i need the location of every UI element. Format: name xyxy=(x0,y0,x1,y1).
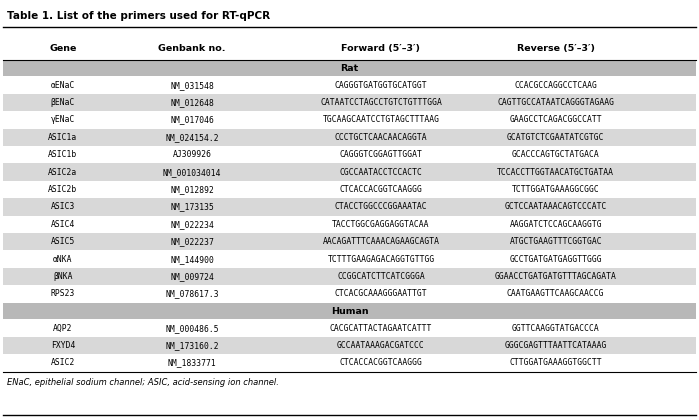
Bar xyxy=(3,354,696,372)
Text: ASIC5: ASIC5 xyxy=(51,237,75,246)
Text: ENaC, epithelial sodium channel; ASIC, acid-sensing ion channel.: ENaC, epithelial sodium channel; ASIC, a… xyxy=(7,378,279,387)
Bar xyxy=(3,129,696,146)
Text: AACAGATTTCAAACAGAAGCAGTA: AACAGATTTCAAACAGAAGCAGTA xyxy=(322,237,440,246)
Bar xyxy=(3,320,696,337)
Text: γENaC: γENaC xyxy=(51,116,75,124)
Bar xyxy=(3,111,696,129)
Bar xyxy=(3,216,696,233)
Text: Rat: Rat xyxy=(340,63,359,73)
Text: CTCACGCAAAGGGAATTGT: CTCACGCAAAGGGAATTGT xyxy=(335,289,427,299)
Text: GGGCGAGTTTAATTCATAAAG: GGGCGAGTTTAATTCATAAAG xyxy=(505,341,607,350)
Bar xyxy=(3,198,696,216)
Text: FXYD4: FXYD4 xyxy=(51,341,75,350)
Text: TGCAAGCAATCCTGTAGCTTTAAG: TGCAAGCAATCCTGTAGCTTTAAG xyxy=(322,116,440,124)
Bar xyxy=(3,285,696,303)
Text: ASIC2a: ASIC2a xyxy=(48,168,78,177)
Text: NM_022237: NM_022237 xyxy=(171,237,214,246)
Text: CTCACCACGGTCAAGGG: CTCACCACGGTCAAGGG xyxy=(340,359,422,368)
Bar xyxy=(3,38,696,60)
Text: TCTTGGATGAAAGGCGGC: TCTTGGATGAAAGGCGGC xyxy=(512,185,600,194)
Text: αENaC: αENaC xyxy=(51,81,75,89)
Bar xyxy=(3,163,696,181)
Text: CCACGCCAGGCCTCAAG: CCACGCCAGGCCTCAAG xyxy=(514,81,597,89)
Text: CACGCATTACTAGAATCATTT: CACGCATTACTAGAATCATTT xyxy=(330,324,432,333)
Text: GCTCCAATAAACAGTCCCATC: GCTCCAATAAACAGTCCCATC xyxy=(505,202,607,211)
Text: CGCCAATACCTCCACTC: CGCCAATACCTCCACTC xyxy=(340,168,422,177)
Text: TCCACCTTGGTAACATGCTGATAA: TCCACCTTGGTAACATGCTGATAA xyxy=(497,168,614,177)
Text: CATAATCCTAGCCTGTCTGTTTGGA: CATAATCCTAGCCTGTCTGTTTGGA xyxy=(320,98,442,107)
Text: TACCTGGCGAGGAGGTACAA: TACCTGGCGAGGAGGTACAA xyxy=(332,220,430,229)
Text: ASIC3: ASIC3 xyxy=(51,202,75,211)
Text: GCACCCAGTGCTATGACA: GCACCCAGTGCTATGACA xyxy=(512,150,600,159)
Text: NM_012648: NM_012648 xyxy=(171,98,214,107)
Text: RPS23: RPS23 xyxy=(51,289,75,299)
Text: CAGTTGCCATAATCAGGGTAGAAG: CAGTTGCCATAATCAGGGTAGAAG xyxy=(497,98,614,107)
Text: ASIC2b: ASIC2b xyxy=(48,185,78,194)
Text: AQP2: AQP2 xyxy=(53,324,73,333)
Text: CTACCTGGCCCGGAAATAC: CTACCTGGCCCGGAAATAC xyxy=(335,202,427,211)
Text: GCCTGATGATGAGGTTGGG: GCCTGATGATGAGGTTGGG xyxy=(510,255,602,264)
Text: CAATGAAGTTCAAGCAACCG: CAATGAAGTTCAAGCAACCG xyxy=(507,289,605,299)
Text: NM_144900: NM_144900 xyxy=(171,255,214,264)
Text: CCGGCATCTTCATCGGGA: CCGGCATCTTCATCGGGA xyxy=(337,272,425,281)
Text: NM_000486.5: NM_000486.5 xyxy=(166,324,219,333)
Bar xyxy=(3,181,696,198)
Text: Table 1. List of the primers used for RT-qPCR: Table 1. List of the primers used for RT… xyxy=(7,11,270,21)
Bar xyxy=(3,60,696,76)
Text: GCATGTCTCGAATATCGTGC: GCATGTCTCGAATATCGTGC xyxy=(507,133,605,142)
Text: ASIC2: ASIC2 xyxy=(51,359,75,368)
Text: NM_173160.2: NM_173160.2 xyxy=(166,341,219,350)
Bar xyxy=(3,76,696,94)
Text: NM_1833771: NM_1833771 xyxy=(168,359,217,368)
Text: TCTTTGAAGAGACAGGTGTTGG: TCTTTGAAGAGACAGGTGTTGG xyxy=(327,255,435,264)
Bar xyxy=(3,94,696,111)
Text: GGAACCTGATGATGTTTAGCAGATA: GGAACCTGATGATGTTTAGCAGATA xyxy=(495,272,617,281)
Bar xyxy=(3,268,696,285)
Text: CCCTGCTCAACAACAGGTA: CCCTGCTCAACAACAGGTA xyxy=(335,133,427,142)
Text: ASIC4: ASIC4 xyxy=(51,220,75,229)
Text: Reverse (5′–3′): Reverse (5′–3′) xyxy=(517,44,595,53)
Text: ASIC1b: ASIC1b xyxy=(48,150,78,159)
Text: AAGGATCTCCAGCAAGGTG: AAGGATCTCCAGCAAGGTG xyxy=(510,220,602,229)
Text: CAGGGTCGGAGTTGGAT: CAGGGTCGGAGTTGGAT xyxy=(340,150,422,159)
Text: NM_031548: NM_031548 xyxy=(171,81,214,89)
Text: NM_024154.2: NM_024154.2 xyxy=(166,133,219,142)
Text: NM_012892: NM_012892 xyxy=(171,185,214,194)
Bar xyxy=(3,233,696,250)
Text: CTTGGATGAAAGGTGGCTT: CTTGGATGAAAGGTGGCTT xyxy=(510,359,602,368)
Text: GCCAATAAAGACGATCCC: GCCAATAAAGACGATCCC xyxy=(337,341,425,350)
Bar xyxy=(3,303,696,320)
Bar xyxy=(3,146,696,163)
Text: ASIC1a: ASIC1a xyxy=(48,133,78,142)
Text: NM_022234: NM_022234 xyxy=(171,220,214,229)
Text: NM_001034014: NM_001034014 xyxy=(163,168,222,177)
Text: Gene: Gene xyxy=(49,44,77,53)
Text: CAGGGTGATGGTGCATGGT: CAGGGTGATGGTGCATGGT xyxy=(335,81,427,89)
Text: Human: Human xyxy=(331,307,368,315)
Text: GAAGCCTCAGACGGCCATT: GAAGCCTCAGACGGCCATT xyxy=(510,116,602,124)
Bar xyxy=(3,337,696,354)
Text: NM_173135: NM_173135 xyxy=(171,202,214,211)
Text: Genbank no.: Genbank no. xyxy=(159,44,226,53)
Text: βNKA: βNKA xyxy=(53,272,73,281)
Text: NM_009724: NM_009724 xyxy=(171,272,214,281)
Text: NM_017046: NM_017046 xyxy=(171,116,214,124)
Text: NM_078617.3: NM_078617.3 xyxy=(166,289,219,299)
Text: αNKA: αNKA xyxy=(53,255,73,264)
Text: AJ309926: AJ309926 xyxy=(173,150,212,159)
Text: ATGCTGAAGTTTCGGTGAC: ATGCTGAAGTTTCGGTGAC xyxy=(510,237,602,246)
Text: Forward (5′–3′): Forward (5′–3′) xyxy=(341,44,421,53)
Text: GGTTCAAGGTATGACCCA: GGTTCAAGGTATGACCCA xyxy=(512,324,600,333)
Text: βENaC: βENaC xyxy=(51,98,75,107)
Bar xyxy=(3,250,696,268)
Text: CTCACCACGGTCAAGGG: CTCACCACGGTCAAGGG xyxy=(340,185,422,194)
